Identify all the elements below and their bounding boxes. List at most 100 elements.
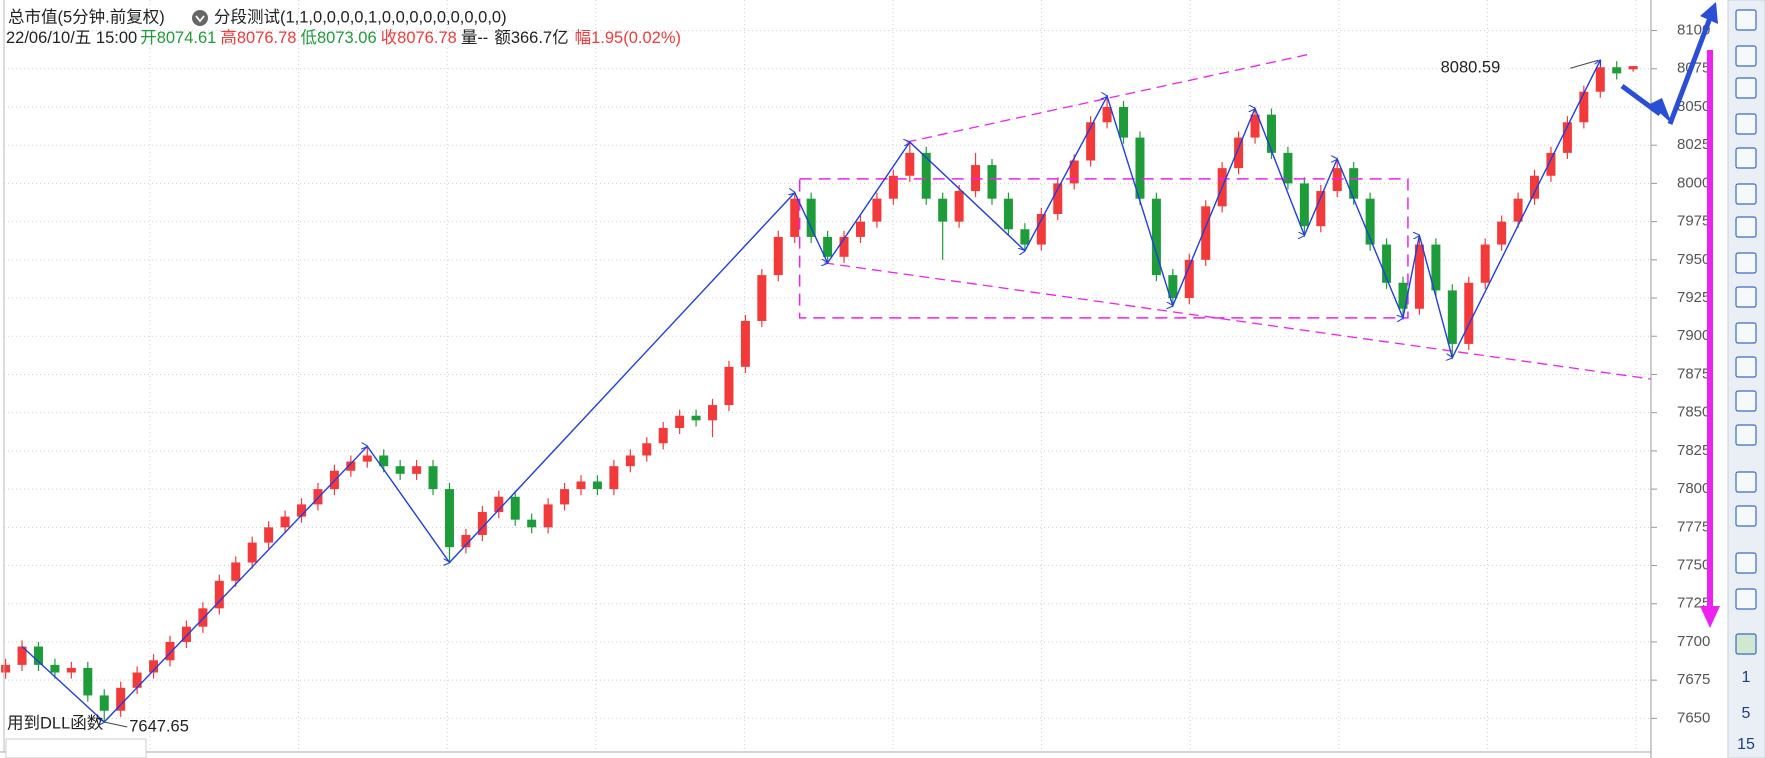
candle-body bbox=[1266, 114, 1276, 153]
candle-body bbox=[987, 165, 997, 199]
blue-arrowhead bbox=[1650, 98, 1672, 124]
candle-body bbox=[658, 427, 668, 444]
annotation-label: 8080.59 bbox=[1441, 59, 1501, 77]
toolbar-button[interactable] bbox=[1735, 424, 1757, 446]
quote-open-label: 开 bbox=[140, 29, 157, 47]
candle-body bbox=[609, 466, 619, 490]
indicator-icon[interactable] bbox=[192, 10, 208, 26]
toolbar-button[interactable] bbox=[1735, 390, 1757, 412]
y-tick-label: 7775 bbox=[1677, 518, 1710, 535]
candle-body bbox=[823, 236, 833, 257]
candle-body bbox=[1020, 229, 1030, 245]
blue-arrowhead bbox=[1700, 2, 1718, 24]
y-tick-label: 7650 bbox=[1677, 709, 1710, 726]
toolbar-button[interactable] bbox=[1735, 286, 1757, 308]
toolbar-button[interactable] bbox=[1735, 45, 1757, 67]
candle-body bbox=[165, 641, 175, 661]
toolbar-button[interactable] bbox=[1735, 9, 1757, 31]
quote-high-label: 高 bbox=[220, 28, 237, 47]
annotation-leader bbox=[104, 721, 128, 728]
zigzag-line bbox=[21, 60, 1600, 722]
candle-body bbox=[576, 481, 586, 490]
toolbar-button[interactable] bbox=[1735, 183, 1757, 205]
candle-body bbox=[971, 165, 981, 192]
candle-body bbox=[33, 646, 43, 665]
y-tick-label: 7875 bbox=[1677, 365, 1710, 382]
candle-body bbox=[740, 320, 750, 367]
candle-body bbox=[708, 405, 718, 421]
candle-body bbox=[954, 191, 964, 222]
y-tick-label: 7900 bbox=[1677, 327, 1710, 344]
candle-body bbox=[1003, 198, 1013, 230]
candle-body bbox=[855, 221, 865, 237]
toolbar-button[interactable] bbox=[1735, 147, 1757, 169]
magenta-arrowhead bbox=[1700, 606, 1720, 628]
y-tick-label: 7800 bbox=[1677, 480, 1710, 497]
candle-body bbox=[872, 198, 882, 222]
blue-arrow bbox=[1620, 83, 1662, 117]
candle-body bbox=[132, 672, 142, 688]
toolbar-label[interactable]: 5 bbox=[1742, 705, 1751, 722]
candle-body bbox=[1102, 106, 1112, 123]
candle-body bbox=[362, 455, 372, 462]
candle-body bbox=[1464, 282, 1474, 344]
quote-line: 22/06/10/五 15:00 开8074.61 高8076.78 低8073.06… bbox=[6, 28, 681, 47]
y-tick-label: 7750 bbox=[1677, 556, 1710, 573]
candle-body bbox=[773, 236, 783, 276]
candle-body bbox=[560, 489, 570, 505]
toolbar-button[interactable] bbox=[1735, 588, 1757, 610]
toolbar-button[interactable] bbox=[1735, 471, 1757, 493]
candle-body bbox=[724, 366, 734, 406]
candle-body bbox=[280, 516, 290, 528]
candle-body bbox=[1612, 67, 1622, 74]
candle-body bbox=[231, 562, 241, 581]
quote-close-label: 收 bbox=[381, 28, 398, 47]
chart-title: 总市值(5分钟.前复权) bbox=[8, 7, 165, 26]
candle-body bbox=[625, 455, 635, 467]
toolbar-button[interactable] bbox=[1735, 322, 1757, 344]
candle-body bbox=[17, 646, 27, 665]
toolbar-button[interactable] bbox=[1735, 113, 1757, 135]
footnote-box bbox=[5, 738, 147, 758]
candle-body bbox=[50, 664, 60, 673]
toolbar-label[interactable]: 1 bbox=[1742, 669, 1751, 686]
quote-amount: 额366.7亿 bbox=[494, 28, 568, 47]
candle-body bbox=[264, 527, 274, 543]
candle-body bbox=[543, 504, 553, 528]
quote-change: 1.95(0.02%) bbox=[591, 29, 681, 47]
toolbar-button[interactable] bbox=[1735, 633, 1757, 655]
y-tick-label: 8025 bbox=[1677, 136, 1710, 153]
y-tick-label: 7675 bbox=[1677, 671, 1710, 688]
toolbar-button[interactable] bbox=[1735, 252, 1757, 274]
candle-body bbox=[83, 667, 93, 696]
candle-body bbox=[592, 481, 602, 490]
candle-body bbox=[806, 198, 816, 237]
y-tick-label: 8050 bbox=[1677, 98, 1710, 115]
toolbar-button[interactable] bbox=[1735, 552, 1757, 574]
candle-body bbox=[412, 466, 422, 474]
candle-body bbox=[395, 466, 405, 474]
toolbar-button[interactable] bbox=[1735, 77, 1757, 99]
candle-body bbox=[444, 489, 454, 548]
toolbar-button[interactable] bbox=[1735, 356, 1757, 378]
indicator-label: 分段测试(1,1,0,0,0,0,1,0,0,0,0,0,0,0,0,0) bbox=[214, 7, 507, 26]
quote-low-label: 低 bbox=[301, 28, 318, 47]
y-tick-label: 7850 bbox=[1677, 404, 1710, 421]
candle-body bbox=[1332, 168, 1342, 192]
candle-body bbox=[691, 415, 701, 421]
candle-body bbox=[1349, 168, 1359, 199]
toolbar-label[interactable]: 15 bbox=[1737, 736, 1755, 753]
candle-body bbox=[757, 275, 767, 321]
toolbar-button[interactable] bbox=[1735, 216, 1757, 238]
candle-body bbox=[1480, 244, 1490, 283]
candle-body bbox=[642, 443, 652, 456]
toolbar-button[interactable] bbox=[1735, 505, 1757, 527]
candle-body bbox=[905, 152, 915, 176]
candle-body bbox=[1119, 106, 1129, 138]
y-tick-label: 8000 bbox=[1677, 174, 1710, 191]
